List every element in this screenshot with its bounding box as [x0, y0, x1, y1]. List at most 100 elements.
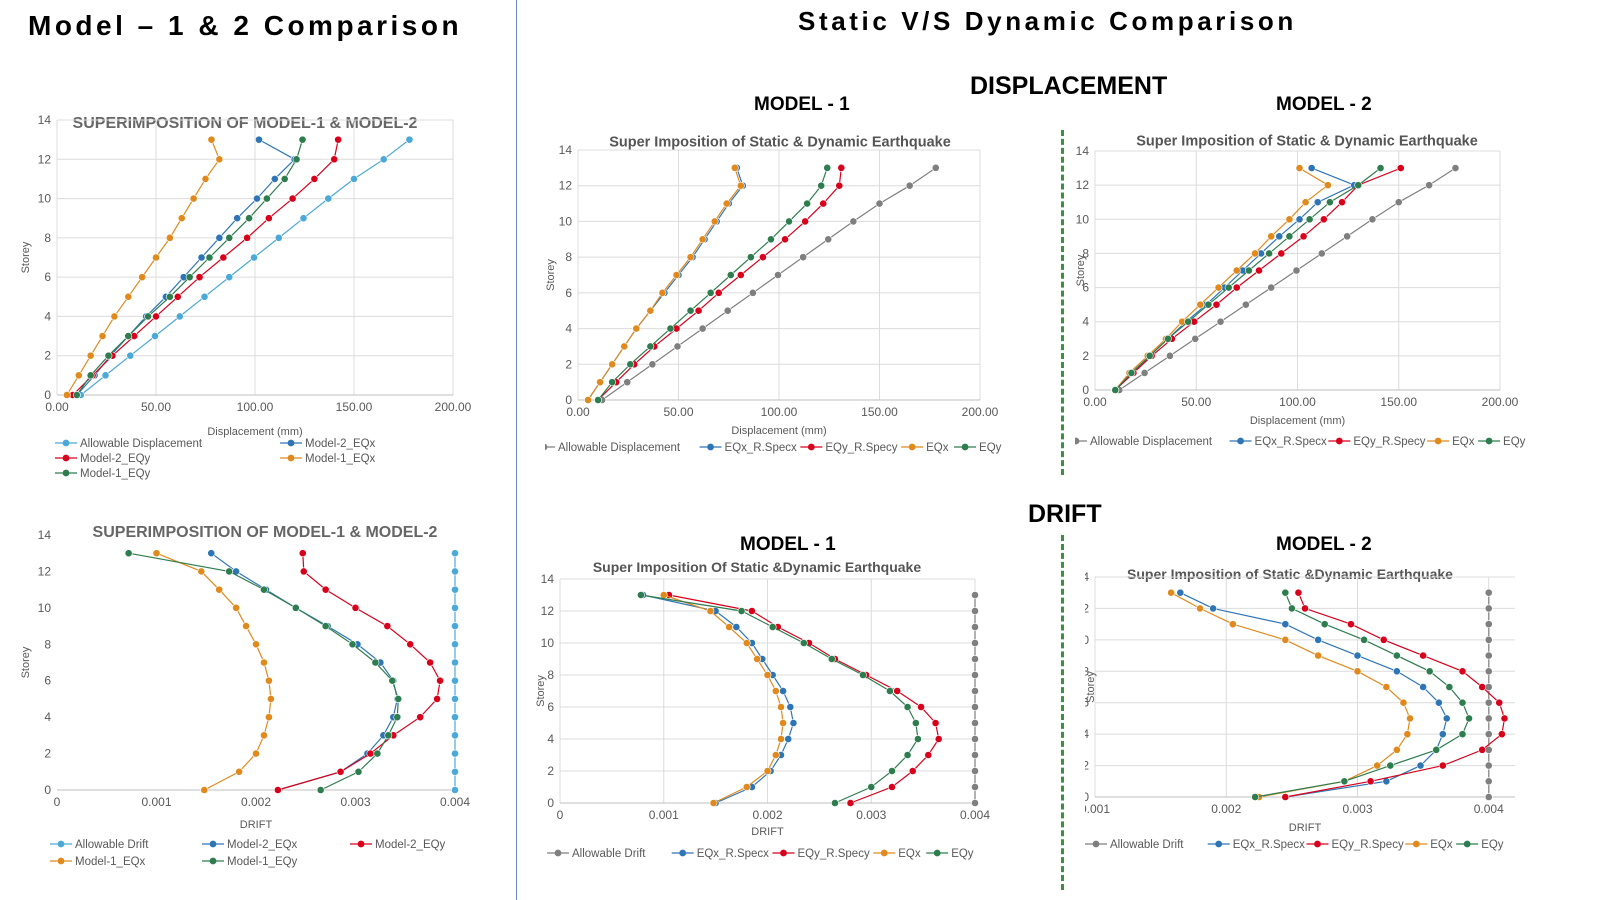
data-point: [373, 749, 382, 758]
y-tick-label: 14: [559, 143, 573, 157]
data-point: [1368, 215, 1377, 224]
data-point: [1484, 683, 1493, 691]
y-tick-label: 12: [541, 604, 555, 618]
data-point: [1167, 588, 1176, 597]
data-point: [267, 695, 275, 703]
data-point: [931, 163, 940, 172]
legend-entry: Allowable Displacement: [1090, 436, 1213, 448]
data-point: [1275, 232, 1284, 241]
data-point: [777, 735, 785, 743]
x-axis-label: Displacement (mm): [731, 425, 826, 437]
data-point: [273, 786, 282, 794]
data-point: [1392, 651, 1401, 660]
legend-swatch-marker: [62, 469, 70, 477]
legend-swatch-marker: [1075, 437, 1080, 445]
data-point: [252, 749, 260, 758]
data-point: [1313, 198, 1322, 207]
legend-entry: EQx: [898, 848, 921, 860]
data-point: [379, 155, 388, 164]
data-point: [1484, 667, 1493, 676]
data-point: [321, 622, 330, 630]
data-point: [698, 324, 707, 333]
x-tick-label: 200.00: [962, 405, 999, 419]
data-point: [1323, 181, 1332, 190]
legend-entry: Model-2_EQy: [375, 839, 446, 851]
data-point: [737, 607, 746, 615]
data-point: [1319, 215, 1328, 224]
legend-swatch-marker: [62, 439, 70, 447]
data-point: [686, 306, 695, 315]
y-tick-label: 12: [38, 564, 52, 578]
legend-entry: Allowable Drift: [572, 848, 646, 860]
y-tick-label: 12: [1076, 178, 1090, 192]
legend-entry: Allowable Displacement: [80, 438, 203, 450]
x-tick-label: 0.001: [1085, 802, 1110, 816]
chart-model1-static-dynamic-drift: Super Imposition Of Static &Dynamic Eart…: [535, 559, 990, 860]
data-point: [1184, 317, 1193, 326]
data-point: [1432, 745, 1441, 754]
x-tick-label: 0.004: [440, 795, 470, 809]
y-tick-label: 2: [565, 357, 572, 371]
legend-swatch-marker: [287, 439, 295, 447]
data-point: [596, 378, 605, 387]
data-point: [1425, 667, 1434, 676]
y-tick-label: 12: [38, 152, 52, 166]
data-point: [1392, 667, 1401, 676]
data-point: [173, 292, 182, 301]
data-point: [608, 378, 617, 387]
data-point: [971, 639, 979, 647]
data-point: [1209, 604, 1218, 613]
data-point: [1314, 635, 1323, 644]
x-tick-label: 0.003: [340, 795, 370, 809]
drift-divider: [1061, 535, 1064, 890]
data-point: [1484, 651, 1493, 660]
data-point: [1241, 300, 1250, 309]
series-line-2: [72, 139, 339, 396]
data-point: [1438, 730, 1447, 739]
y-tick-label: 6: [44, 270, 51, 284]
data-point: [1317, 249, 1326, 258]
data-point: [799, 639, 808, 647]
x-tick-label: 0.004: [1474, 802, 1504, 816]
data-point: [253, 194, 261, 203]
data-point: [823, 163, 832, 172]
data-point: [1111, 386, 1120, 394]
data-point: [1232, 283, 1241, 292]
data-point: [1382, 683, 1391, 691]
data-point: [371, 658, 380, 667]
data-point: [620, 342, 629, 351]
data-point: [451, 585, 459, 594]
y-tick-label: 2: [1082, 349, 1089, 363]
legend-swatch-marker: [908, 443, 916, 451]
data-point: [709, 799, 718, 807]
data-point: [232, 603, 240, 612]
data-point: [1347, 620, 1355, 629]
data-point: [924, 751, 933, 759]
data-point: [1484, 620, 1493, 629]
model2-displacement-header: MODEL - 2: [1276, 94, 1372, 115]
data-point: [867, 783, 876, 791]
data-point: [971, 607, 979, 615]
legend-swatch-marker: [554, 849, 562, 857]
data-point: [197, 567, 206, 576]
data-point: [1224, 283, 1233, 292]
chart-model-comparison-drift: SUPERIMPOSITION OF MODEL-1 & MODEL-2 0 2 4 6…: [20, 524, 470, 868]
data-point: [388, 676, 397, 685]
legend-entry: Model-2_EQx: [305, 438, 376, 450]
x-tick-label: 0.002: [1211, 802, 1241, 816]
legend-entry: Model-1_EQx: [75, 856, 146, 868]
data-point: [351, 603, 360, 612]
data-point: [260, 658, 268, 667]
y-tick-label: 2: [1085, 759, 1089, 773]
data-point: [451, 749, 459, 758]
data-point: [1353, 651, 1362, 660]
data-point: [893, 687, 902, 695]
data-point: [726, 271, 735, 279]
chart-model2-static-dynamic-drift: Super Imposition of Static &Dynamic Eart…: [1085, 566, 1515, 851]
data-point: [1320, 620, 1329, 629]
data-point: [1484, 604, 1493, 613]
data-point: [451, 713, 459, 722]
y-tick-label: 8: [44, 637, 51, 651]
data-point: [626, 360, 635, 369]
drift-section-title: DRIFT: [1028, 500, 1102, 528]
